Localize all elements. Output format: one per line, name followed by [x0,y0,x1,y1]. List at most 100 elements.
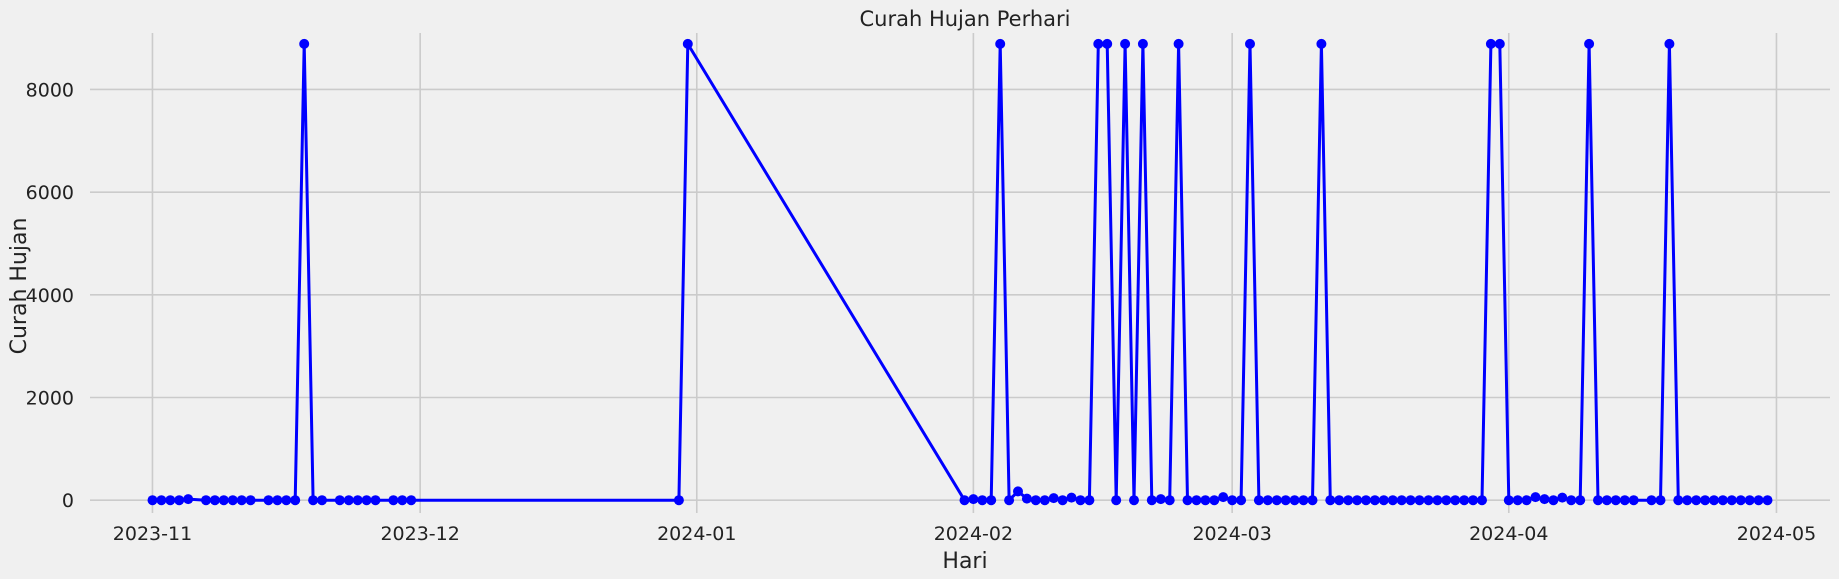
data-point [1530,492,1541,503]
data-point [1503,495,1514,506]
data-point [165,495,176,506]
data-point [1512,495,1523,506]
data-point [1539,494,1550,505]
x-tick-label: 2024-05 [1737,523,1816,545]
data-point [1485,38,1496,49]
data-point [183,494,194,505]
data-point [1521,495,1532,506]
data-point [1325,495,1336,506]
data-point [1182,495,1193,506]
data-point [1048,493,1059,504]
data-point [1218,492,1229,503]
data-point [290,495,301,506]
data-point [1021,493,1032,504]
data-point [1361,495,1371,506]
data-point [343,495,354,506]
x-tick-label: 2024-02 [934,523,1013,545]
data-point [1307,495,1318,506]
data-point [1593,495,1603,506]
data-point [388,495,399,506]
data-point [1414,495,1425,506]
data-point [1253,495,1264,506]
data-point [406,495,417,506]
data-point [1494,38,1505,49]
data-point [1039,495,1050,506]
data-points [147,38,1773,506]
data-point [1129,495,1139,506]
grid [90,33,1830,513]
data-point [1155,494,1166,505]
data-point [1120,38,1131,49]
data-point [245,495,256,506]
data-point [1191,495,1202,506]
data-point [986,495,997,506]
x-tick-label: 2023-11 [113,523,192,545]
y-tick-label: 4000 [26,285,74,307]
data-point [281,495,292,506]
data-point [1262,495,1273,506]
data-point [236,495,247,506]
data-point [1111,495,1122,506]
data-point [1762,495,1773,506]
data-point [1227,495,1238,506]
data-point [1378,495,1389,506]
data-point [1735,495,1746,506]
data-point [1584,38,1595,49]
data-point [1619,495,1630,506]
data-point [1405,495,1416,506]
data-point [1575,495,1586,506]
y-axis-label: Curah Hujan [7,218,32,355]
data-point [673,495,684,506]
series-line [152,42,1768,502]
data-point [209,495,220,506]
data-point [1646,495,1657,506]
data-point [1628,495,1639,506]
data-point [1102,38,1113,49]
data-point [334,495,345,506]
data-point [308,495,319,506]
data-point [1271,495,1282,506]
data-point [959,495,970,506]
data-point [1146,495,1157,506]
data-point [272,495,283,506]
data-point [1673,495,1684,506]
data-point [1717,495,1728,506]
data-point [995,38,1006,49]
x-tick-label: 2024-04 [1469,523,1548,545]
data-point [1173,38,1184,49]
data-point [1664,38,1675,49]
data-point [147,495,158,506]
x-tick-label: 2024-03 [1192,523,1271,545]
data-point [156,495,167,506]
data-point [1245,38,1255,49]
x-tick-label: 2024-01 [657,523,736,545]
data-point [1004,495,1015,506]
data-point [1164,495,1175,506]
data-point [977,495,988,506]
chart-title: Curah Hujan Perhari [860,7,1071,31]
y-tick-label: 2000 [26,387,74,409]
data-point [218,495,229,506]
data-point [1441,495,1452,506]
data-point [1030,495,1041,506]
data-point [1566,495,1577,506]
data-point [1601,495,1612,506]
data-point [1200,495,1211,506]
data-point [1013,486,1023,497]
data-point [1548,495,1559,506]
data-point [1655,495,1666,506]
data-point [968,494,979,505]
data-point [1343,495,1354,506]
data-point [1137,38,1148,49]
data-point [317,495,327,506]
data-point [1093,38,1104,49]
data-point [1396,495,1407,506]
data-point [1075,495,1086,506]
data-point [227,495,238,506]
data-point [1369,495,1380,506]
data-point [1691,495,1702,506]
data-point [352,495,363,506]
data-point [370,495,381,506]
data-point [1236,495,1247,506]
